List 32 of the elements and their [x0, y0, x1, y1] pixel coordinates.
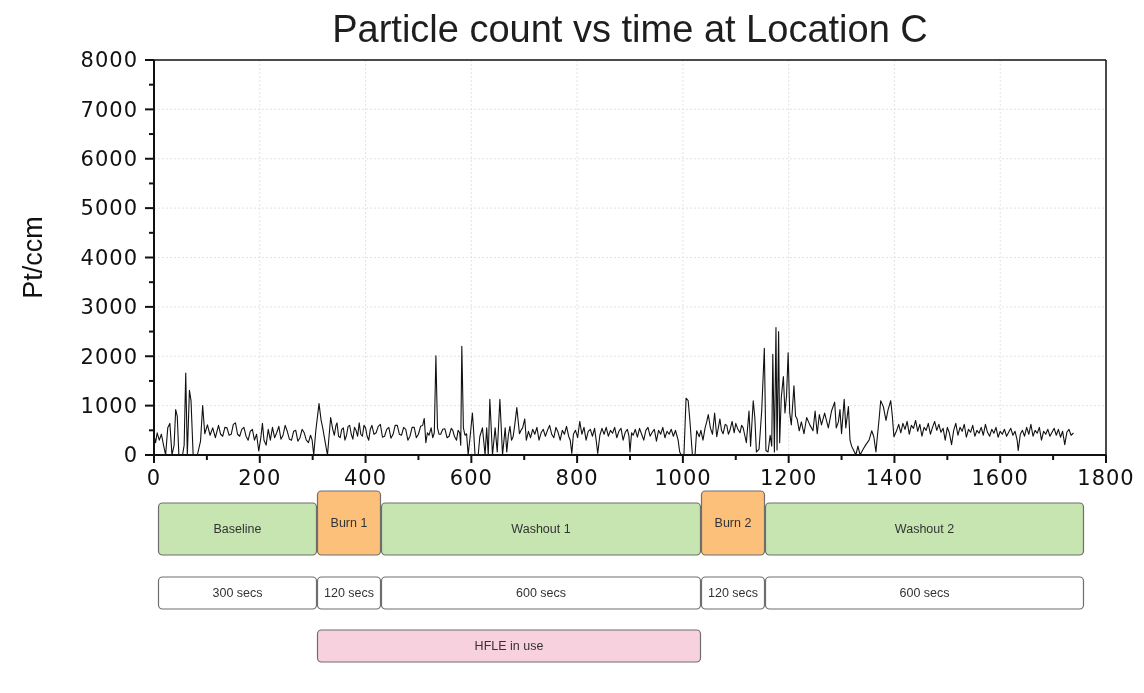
x-tick-label: 800 — [555, 466, 599, 490]
text: Burn 2 — [714, 516, 752, 531]
x-tick-label: 0 — [146, 466, 162, 490]
y-tick-label: 5000 — [80, 196, 138, 221]
text: 600 secs — [899, 586, 950, 601]
x-tick-label: 200 — [238, 466, 282, 490]
y-tick-label: 3000 — [80, 295, 138, 320]
y-tick-label: 7000 — [80, 97, 138, 122]
y-tick-label: 4000 — [80, 245, 138, 270]
text: HFLE in use — [474, 639, 544, 654]
x-tick-label: 400 — [344, 466, 388, 490]
text: Washout 1 — [511, 522, 571, 537]
y-tick-label: 8000 — [80, 48, 138, 73]
x-tick-label: 1600 — [971, 466, 1029, 490]
text: Burn 1 — [330, 516, 368, 531]
x-tick-label: 1200 — [759, 466, 818, 490]
text: 600 secs — [515, 586, 567, 601]
x-tick-label: 1000 — [654, 466, 712, 490]
y-tick-label: 2000 — [80, 344, 138, 369]
text: Baseline — [213, 522, 262, 537]
text: Washout 2 — [894, 522, 955, 537]
y-axis-title: Pt/ccm — [18, 216, 48, 299]
chart-title: Particle count vs time at Location C — [332, 8, 928, 50]
text: 120 secs — [707, 586, 759, 601]
x-tick-label: 1800 — [1077, 466, 1135, 490]
y-tick-label: 0 — [123, 443, 138, 468]
x-tick-label: 1400 — [865, 466, 924, 490]
text: 300 secs — [212, 586, 263, 601]
x-tick-label: 600 — [449, 466, 493, 490]
y-tick-label: 1000 — [80, 393, 138, 418]
y-tick-label: 6000 — [80, 147, 138, 172]
text: 120 secs — [323, 586, 375, 601]
